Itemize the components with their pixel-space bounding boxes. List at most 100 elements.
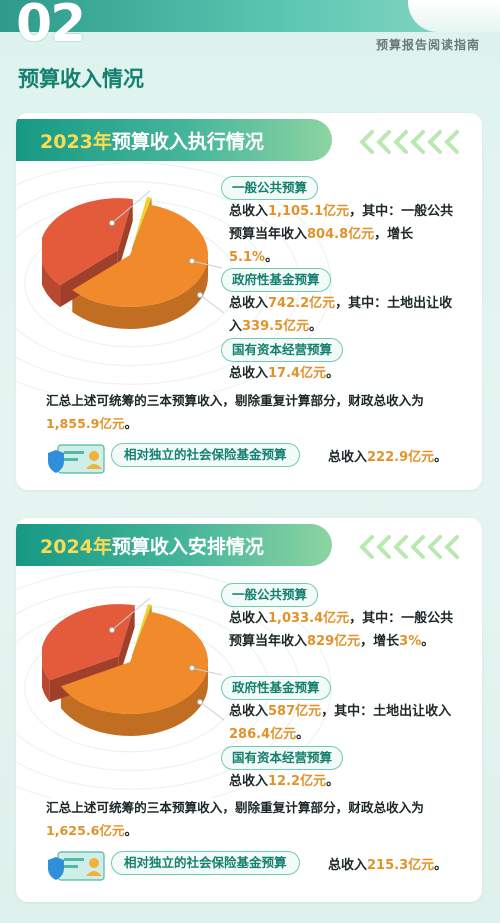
card-line [64,451,84,454]
text-segment: ，其中：一般公共预算当年收入 [229,204,454,242]
slice-desc-fund: 总收入587亿元，其中：土地出让收入 286.4亿元。 [229,700,461,746]
value-highlight: 12.2亿元 [268,774,327,789]
leader-dot [189,258,195,264]
title-year: 2024年 [40,536,112,558]
shield-shape [48,450,64,473]
slice-tag-state-capital: 国有资本经营预算 [221,746,344,770]
slice-tag-fund: 政府性基金预算 [221,268,331,292]
pie-slice-wall [117,199,133,273]
section-number: 02 [16,0,86,54]
chevron-mark [427,130,442,154]
top-banner-corner [408,0,500,32]
title-year: 2023年 [40,131,112,153]
leader-line [111,597,151,631]
chevron-mark [376,130,391,154]
chevron-mark [427,535,442,559]
person-head [89,451,99,461]
text-segment: 。 [124,823,138,838]
ring-mark [16,162,332,393]
leader-dot [189,665,195,671]
text-segment: 总收入 [229,296,269,311]
pie-slice-wall [60,250,118,308]
summary-text: 汇总上述可统筹的三本预算收入，剔除重复计算部分，财政总收入为 1,855.9亿元。 [46,389,466,435]
pie-slice-state-capital [132,604,152,656]
insurance-card-icon [48,444,105,474]
text-segment: 。 [326,366,340,381]
pie-slice-wall [118,605,135,679]
text-segment: 。 [421,634,435,649]
title-rest: 预算收入安排情况 [111,536,264,558]
chevron-decoration-icon [359,130,459,154]
text-segment: ，增长 [374,227,414,242]
pie-chart [42,597,225,736]
leader-line [191,260,223,269]
text-segment: ，其中：土地出让收入 [321,704,452,719]
guide-label: 预算报告阅读指南 [375,38,480,52]
card-header: 2023年预算收入执行情况 [16,119,332,161]
chevron-mark [410,535,425,559]
value-highlight: 804.8亿元 [307,227,375,242]
leader-line [191,667,223,676]
value-highlight: 742.2亿元 [268,296,336,311]
text-segment: 总收入 [328,450,368,465]
value-highlight: 5.1% [229,250,266,265]
text-segment: 总收入 [229,204,269,219]
chevron-mark [410,130,425,154]
pie-slice-fund [42,604,135,681]
section-title: 预算收入情况 [18,67,144,91]
value-highlight: 1,855.9亿元 [46,416,125,431]
slice-desc-state-capital: 总收入17.4亿元。 [229,362,461,385]
text-segment: 总收入 [229,774,269,789]
pie-slice-state-capital [132,197,152,249]
value-highlight: 1,033.4亿元 [268,611,350,626]
value-highlight: 3% [399,634,422,649]
slice-tag-state-capital: 国有资本经营预算 [221,338,344,362]
slice-desc-state-capital: 总收入12.2亿元。 [229,770,461,793]
person-body [86,871,102,876]
pie-slice-fund [42,198,133,286]
value-highlight: 829亿元 [307,634,361,649]
social-insurance-tag: 相对独立的社会保险基金预算 [111,851,300,875]
summary-text: 汇总上述可统筹的三本预算收入，剔除重复计算部分，财政总收入为 1,625.6亿元。 [46,796,466,842]
pie-slice-side [42,665,50,703]
text-segment: 。 [434,858,448,873]
text-segment: 。 [124,416,138,431]
insurance-card-icon [48,851,105,881]
text-segment: 汇总上述可统筹的三本预算收入，剔除重复计算部分，财政总收入为 [46,393,424,408]
leader-dot [109,627,115,633]
chevron-mark [393,535,408,559]
card-2024: 2024年预算收入安排情况 一般公共预算 总收入1,033.4亿元，其中：一般公… [16,518,482,902]
social-insurance-tag: 相对独立的社会保险基金预算 [111,443,300,467]
slice-tag-general: 一般公共预算 [221,583,319,607]
pie-slice-side [42,262,61,308]
leader-line [111,190,151,224]
text-segment: 汇总上述可统筹的三本预算收入，剔除重复计算部分，财政总收入为 [46,800,424,815]
card-line [64,865,78,868]
leader-dot [197,292,203,298]
text-segment: 总收入 [229,611,269,626]
text-segment: ，增长 [360,634,400,649]
chevron-mark [444,130,459,154]
chevron-mark [376,535,391,559]
pie-chart [42,190,225,329]
text-segment: ，其中：一般公共预算当年收入 [229,611,454,649]
text-segment: 总收入 [328,858,368,873]
social-insurance-total: 总收入215.3亿元。 [328,854,447,873]
chart-title: 2023年预算收入执行情况 [40,127,264,154]
shield-shape [48,857,64,880]
leader-line [199,701,225,721]
person-body [86,464,102,469]
chevron-mark [359,535,374,559]
pie-slice-general [72,204,209,307]
card-2023: 2023年预算收入执行情况 一般公共预算 总收入1,105.1亿元，其中：一般公… [16,113,482,490]
value-highlight: 339.5亿元 [242,319,310,334]
slice-desc-fund: 总收入742.2亿元，其中：土地出让收入339.5亿元。 [229,292,461,338]
card-header: 2024年预算收入安排情况 [16,524,332,566]
pie-slice-side [72,254,208,329]
text-segment: 总收入 [229,704,269,719]
leader-dot [197,699,203,705]
chevron-decoration-icon [359,535,459,559]
leader-dot [109,220,115,226]
social-insurance-total: 总收入222.9亿元。 [328,446,447,465]
text-segment: 。 [296,727,310,742]
